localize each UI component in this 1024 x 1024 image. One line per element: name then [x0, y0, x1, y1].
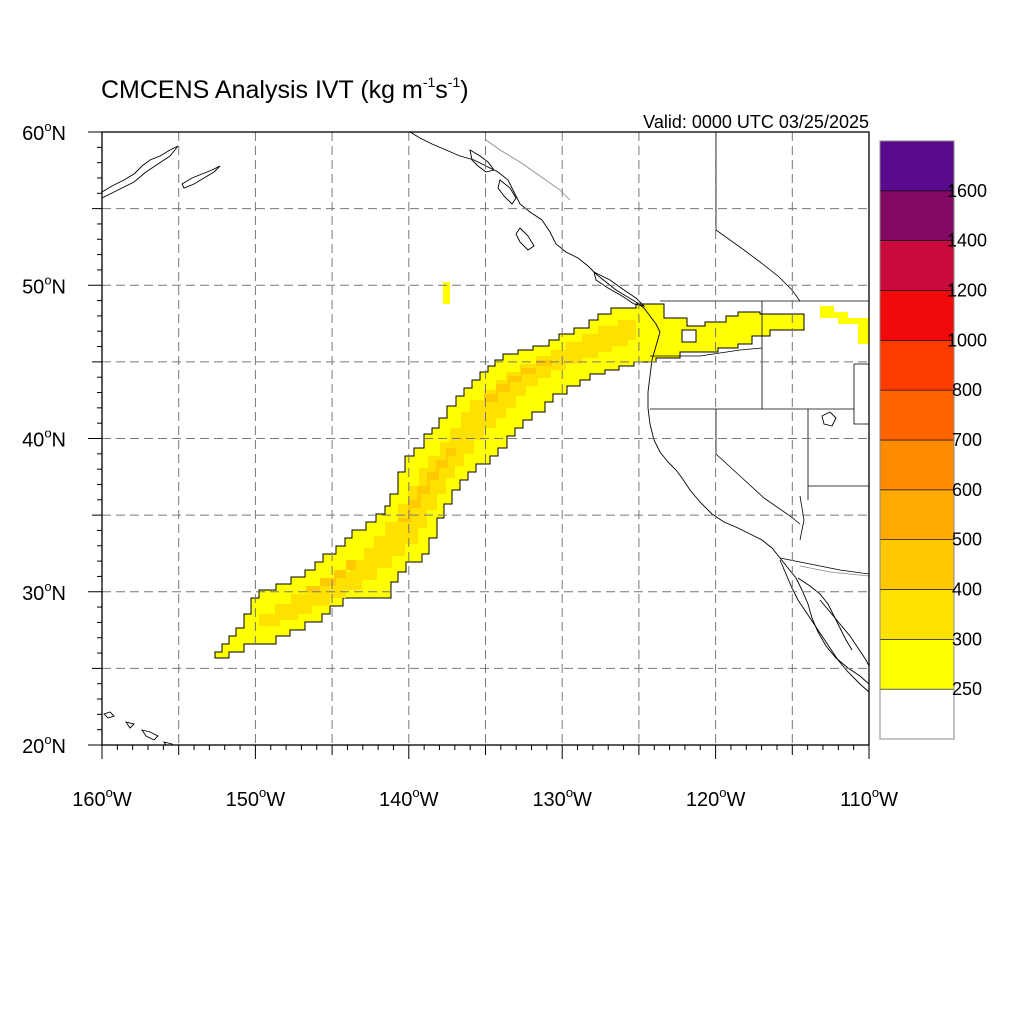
title-mid: s	[435, 76, 448, 104]
colorbar-level-label: 250	[952, 679, 982, 699]
colorbar-level-label: 1400	[947, 231, 987, 251]
title-end: )	[460, 76, 468, 104]
colorbar-level-label: 1000	[947, 330, 987, 350]
y-tick-label: 30oN	[22, 579, 66, 605]
political-borders	[485, 132, 869, 577]
x-tick-label: 130oW	[532, 785, 592, 811]
x-tick-label: 150oW	[226, 785, 286, 811]
colorbar-box	[879, 439, 955, 491]
colorbar-box	[879, 190, 955, 241]
ivt-hole-puget	[681, 329, 697, 343]
ivt-patch-east	[820, 306, 869, 344]
axis-labels: 160oW 150oW 140oW 130oW 120oW 110oW 60oN 50oN 40…	[22, 119, 898, 811]
colorbar-box	[879, 489, 955, 540]
colorbar-level-label: 1600	[947, 181, 987, 201]
graticule	[102, 132, 869, 745]
colorbar-box	[879, 240, 955, 291]
colorbar-box	[879, 639, 955, 690]
colorbar-level-label: 400	[952, 580, 982, 600]
x-tick-label: 120oW	[686, 785, 746, 811]
chart-title: CMCENS Analysis IVT (kg m-1s-1)	[101, 74, 469, 104]
colorbar-box	[879, 539, 955, 590]
map-area	[102, 132, 869, 745]
colorbar-level-label: 500	[952, 530, 982, 550]
colorbar: 250 300 400 500 600 700 800 1000 1200 1400 1600	[879, 140, 987, 740]
colorbar-box	[879, 389, 955, 441]
y-tick-label: 20oN	[22, 732, 66, 758]
title-main: CMCENS Analysis IVT (kg m	[101, 76, 423, 104]
ivt-patch-isolated-1	[443, 282, 450, 304]
colorbar-box	[879, 688, 955, 740]
colorbar-level-label: 700	[952, 430, 982, 450]
x-tick-label: 110oW	[840, 785, 898, 811]
title-sup1: -1	[423, 74, 436, 90]
colorbar-box	[879, 290, 955, 341]
colorbar-level-label: 800	[952, 380, 982, 400]
x-tick-label: 140oW	[379, 785, 439, 811]
colorbar-box	[879, 589, 955, 640]
title-sup2: -1	[448, 74, 461, 90]
ivt-plume-300	[259, 320, 636, 626]
y-tick-label: 50oN	[22, 272, 66, 298]
valid-time-label: Valid: 0000 UTC 03/25/2025	[643, 112, 869, 132]
colorbar-box	[879, 140, 955, 192]
colorbar-level-label: 300	[952, 629, 982, 649]
colorbar-box	[879, 340, 955, 391]
axis-ticks	[88, 131, 870, 759]
colorbar-frame	[879, 140, 955, 740]
colorbar-level-label: 1200	[947, 281, 987, 301]
x-tick-label: 160oW	[72, 785, 132, 811]
y-tick-label: 60oN	[22, 119, 66, 145]
ivt-plume-400	[306, 360, 552, 592]
y-tick-label: 40oN	[22, 426, 66, 452]
colorbar-level-label: 600	[952, 480, 982, 500]
coastlines	[102, 132, 869, 745]
